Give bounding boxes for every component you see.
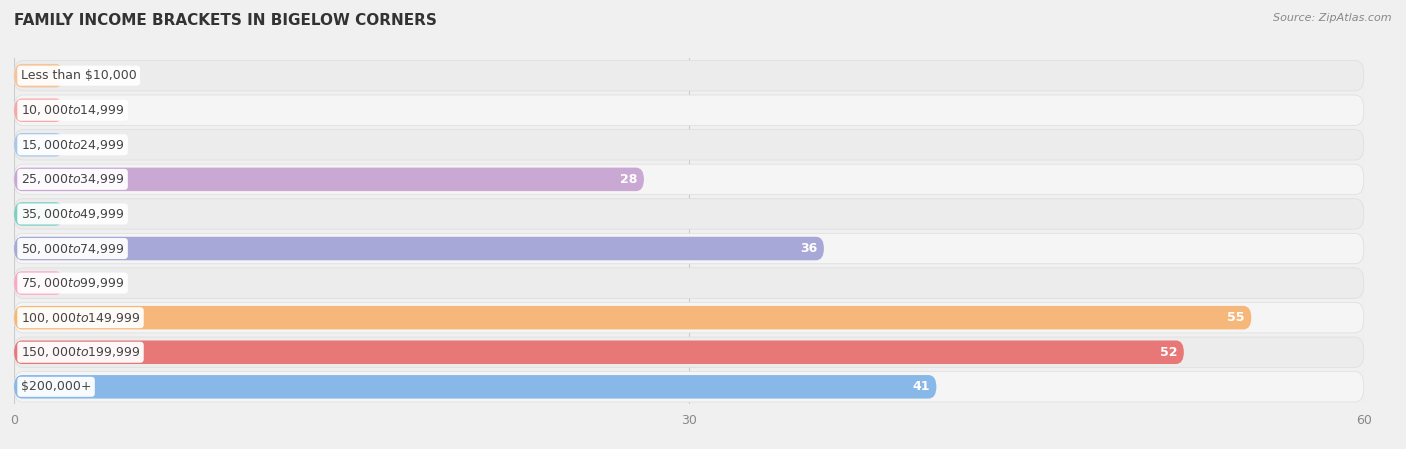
Text: 0: 0 [70, 277, 79, 290]
Text: $75,000 to $99,999: $75,000 to $99,999 [21, 276, 124, 290]
FancyBboxPatch shape [14, 271, 63, 295]
Text: 0: 0 [70, 138, 79, 151]
FancyBboxPatch shape [14, 95, 1364, 125]
FancyBboxPatch shape [14, 167, 644, 191]
FancyBboxPatch shape [14, 303, 1364, 333]
Text: 55: 55 [1227, 311, 1244, 324]
Text: $25,000 to $34,999: $25,000 to $34,999 [21, 172, 124, 186]
FancyBboxPatch shape [14, 61, 1364, 91]
FancyBboxPatch shape [14, 130, 1364, 160]
Text: FAMILY INCOME BRACKETS IN BIGELOW CORNERS: FAMILY INCOME BRACKETS IN BIGELOW CORNER… [14, 13, 437, 28]
FancyBboxPatch shape [14, 372, 1364, 402]
FancyBboxPatch shape [14, 337, 1364, 367]
Text: 28: 28 [620, 173, 637, 186]
Text: 41: 41 [912, 380, 929, 393]
Text: $150,000 to $199,999: $150,000 to $199,999 [21, 345, 141, 359]
FancyBboxPatch shape [14, 133, 63, 157]
FancyBboxPatch shape [14, 375, 936, 399]
FancyBboxPatch shape [14, 202, 63, 226]
Text: $50,000 to $74,999: $50,000 to $74,999 [21, 242, 124, 255]
Text: Less than $10,000: Less than $10,000 [21, 69, 136, 82]
Text: $100,000 to $149,999: $100,000 to $149,999 [21, 311, 141, 325]
Text: 36: 36 [800, 242, 817, 255]
FancyBboxPatch shape [14, 98, 63, 122]
Text: $10,000 to $14,999: $10,000 to $14,999 [21, 103, 124, 117]
FancyBboxPatch shape [14, 306, 1251, 330]
FancyBboxPatch shape [14, 233, 1364, 264]
Text: Source: ZipAtlas.com: Source: ZipAtlas.com [1274, 13, 1392, 23]
Text: 0: 0 [70, 69, 79, 82]
FancyBboxPatch shape [14, 164, 1364, 194]
Text: $35,000 to $49,999: $35,000 to $49,999 [21, 207, 124, 221]
FancyBboxPatch shape [14, 199, 1364, 229]
FancyBboxPatch shape [14, 64, 63, 88]
FancyBboxPatch shape [14, 237, 824, 260]
FancyBboxPatch shape [14, 340, 1184, 364]
Text: 52: 52 [1160, 346, 1177, 359]
Text: $15,000 to $24,999: $15,000 to $24,999 [21, 138, 124, 152]
FancyBboxPatch shape [14, 268, 1364, 298]
Text: 0: 0 [70, 104, 79, 117]
Text: $200,000+: $200,000+ [21, 380, 91, 393]
Text: 0: 0 [70, 207, 79, 220]
